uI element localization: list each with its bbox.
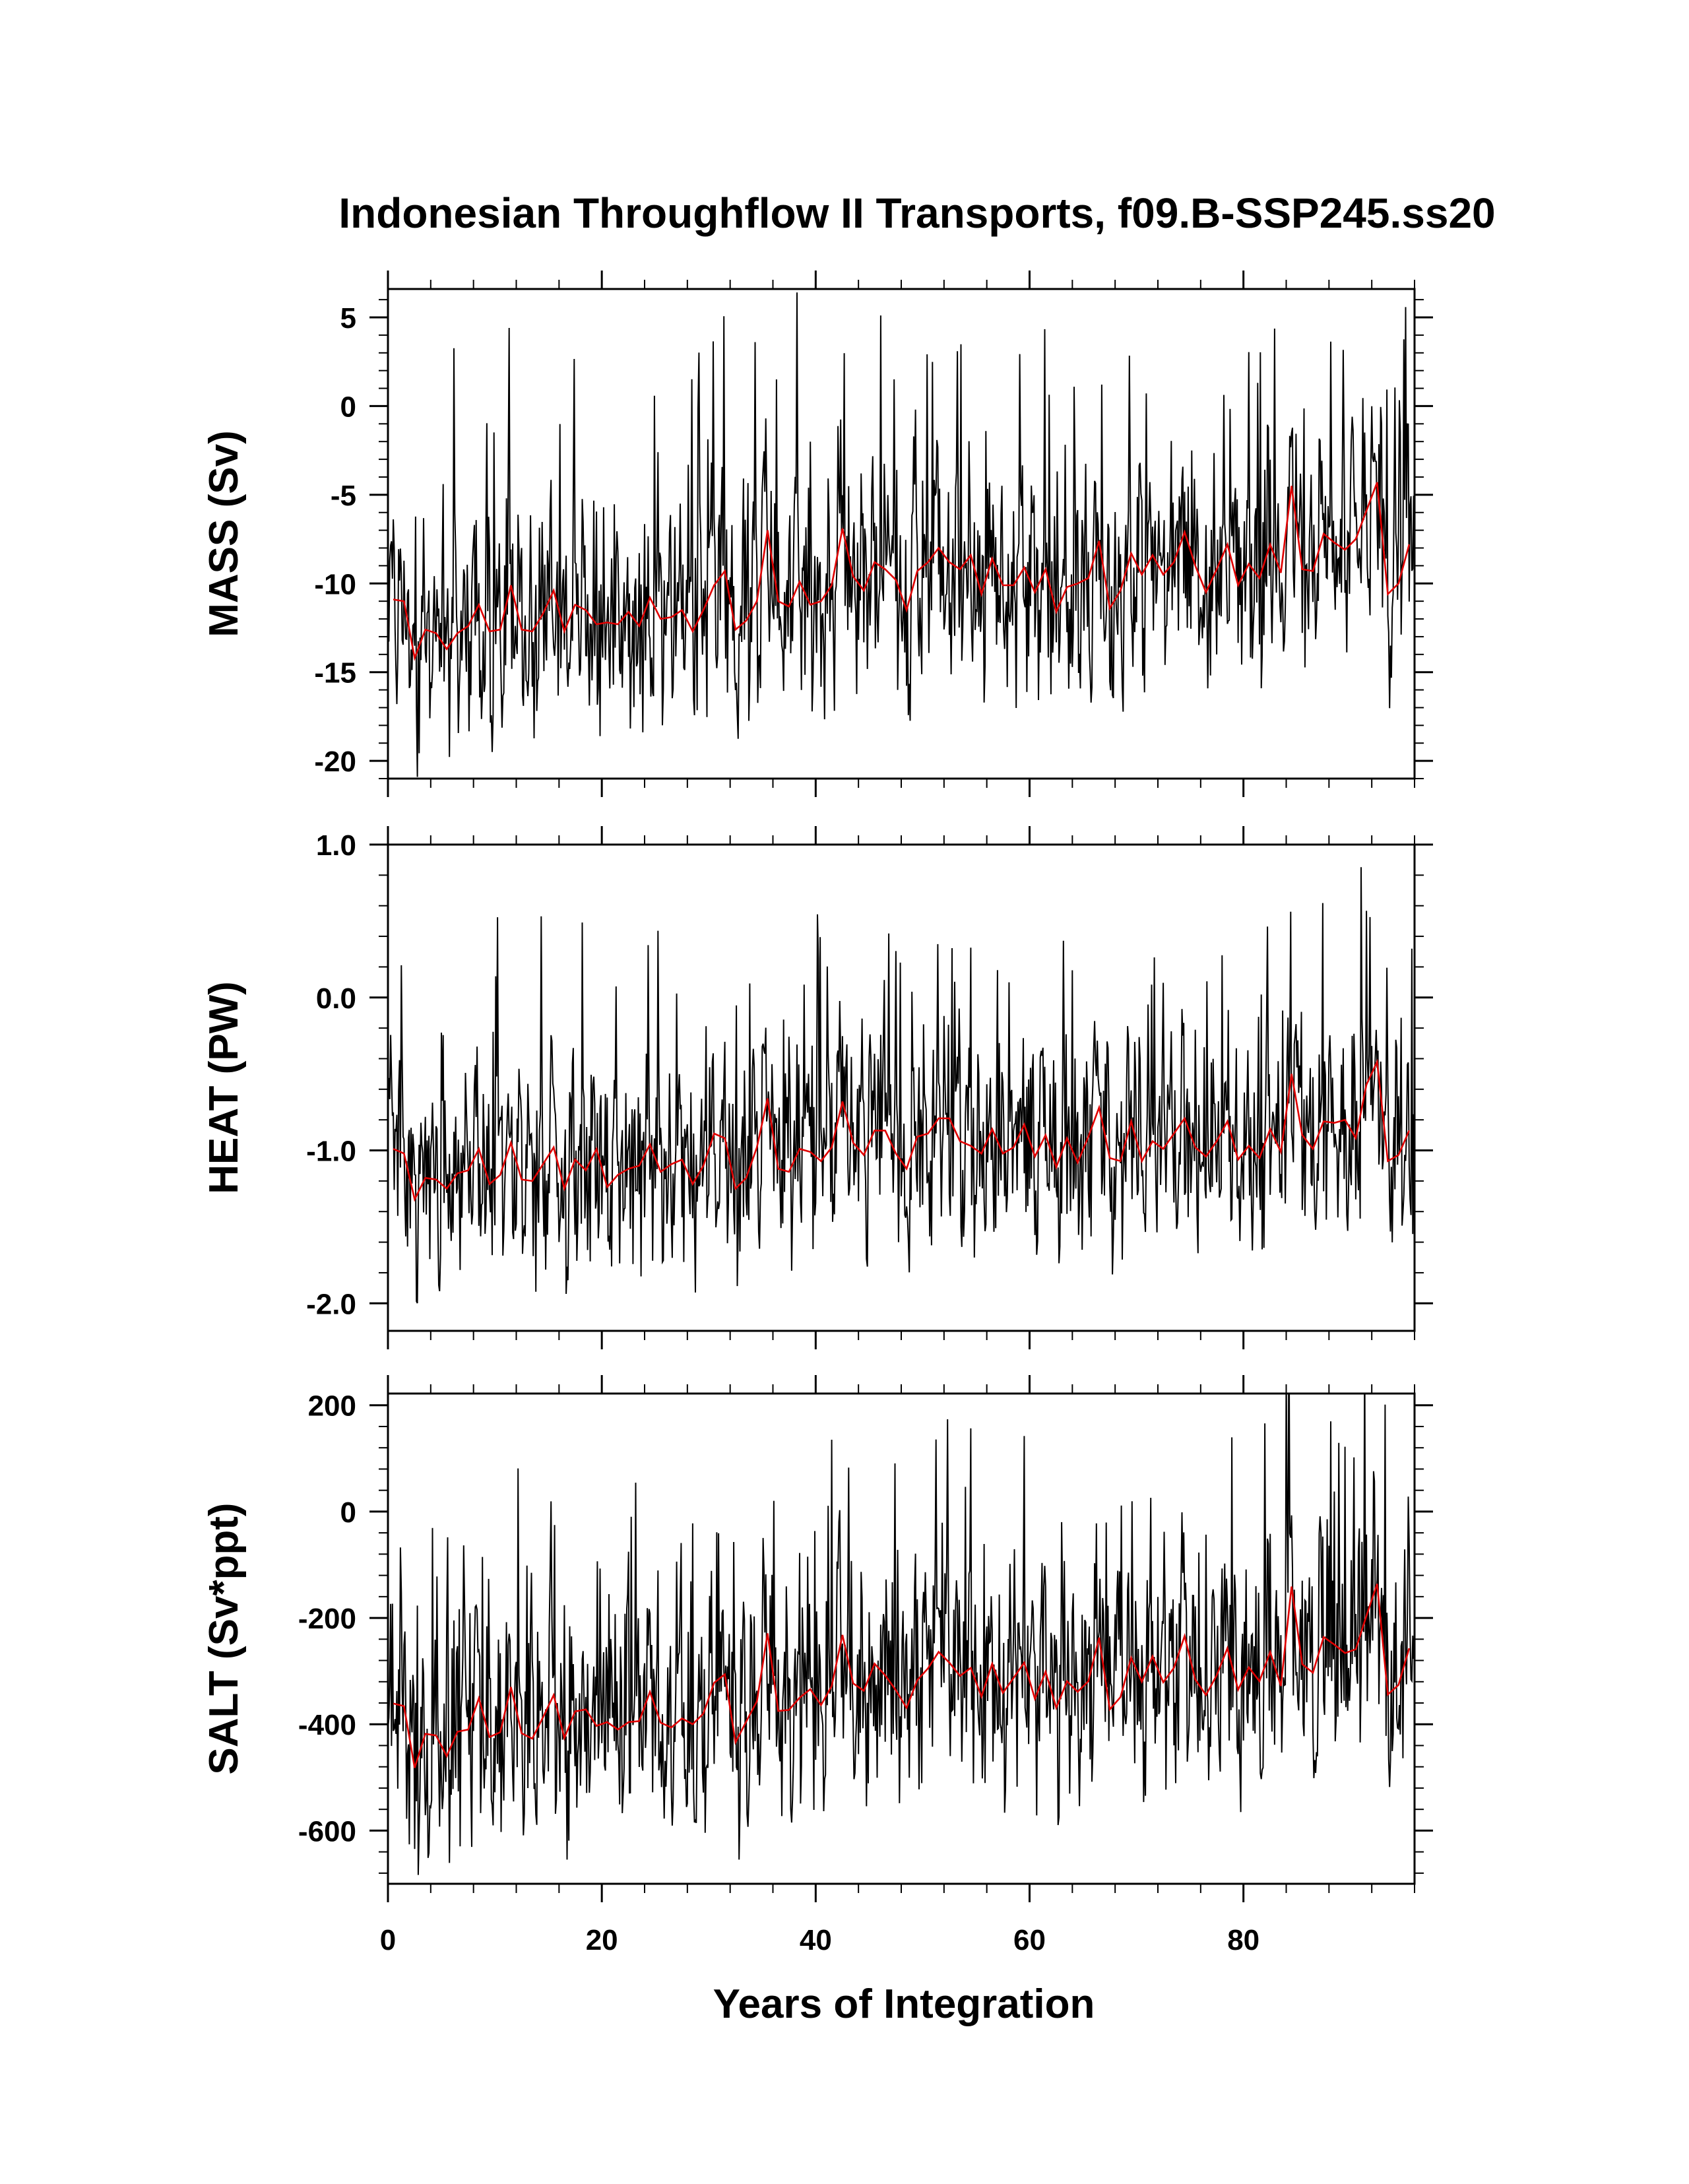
x-tick-label: 0 — [380, 1924, 396, 1956]
x-tick-label: 80 — [1227, 1924, 1259, 1956]
y-tick-label: -5 — [331, 480, 356, 512]
chart-title: Indonesian Throughflow II Transports, f0… — [338, 189, 1495, 237]
panel-mass: 5 0 -5 -10 -15 -20 MASS (Sv) — [201, 271, 1433, 797]
y-tick-label: -20 — [314, 746, 356, 778]
x-tick-label: 40 — [800, 1924, 832, 1956]
panel-mass-ylabel: MASS (Sv) — [201, 430, 247, 637]
y-tick-label: -1.0 — [306, 1136, 356, 1168]
y-tick-label: -2.0 — [306, 1288, 356, 1320]
y-tick-label: 1.0 — [316, 829, 356, 862]
monthly-series-salt — [388, 1394, 1415, 1875]
y-tick-label: -10 — [314, 568, 356, 600]
y-tick-label: 0 — [340, 391, 356, 423]
panel-mass-frame — [387, 288, 1416, 780]
panel-salt-frame — [387, 1392, 1416, 1885]
y-tick-label: 5 — [340, 302, 356, 335]
y-tick-label: -15 — [314, 657, 356, 690]
panel-heat-series — [388, 867, 1415, 1304]
y-tick-label: 200 — [308, 1390, 356, 1423]
annual-mean-series-heat — [393, 1058, 1411, 1202]
panel-salt-series — [388, 1394, 1415, 1875]
annual-mean-series-mass — [393, 482, 1411, 661]
y-tick-label: -400 — [298, 1709, 356, 1741]
panel-salt: 200 0 -200 -400 -600 SALT (Sv*ppt) — [201, 1375, 1433, 1902]
panel-heat-ticks: 1.0 0.0 -1.0 -2.0 — [306, 826, 1433, 1349]
panel-heat-ylabel: HEAT (PW) — [201, 981, 247, 1194]
panel-mass-series — [388, 292, 1415, 777]
panel-salt-ylabel: SALT (Sv*ppt) — [201, 1502, 247, 1774]
y-tick-label: -600 — [298, 1815, 356, 1847]
y-tick-label: -200 — [298, 1603, 356, 1635]
panel-mass-ticks: 5 0 -5 -10 -15 -20 — [314, 271, 1433, 797]
x-axis-label: Years of Integration — [713, 1981, 1095, 2027]
monthly-series-heat — [388, 867, 1415, 1304]
annual-mean-series-salt — [393, 1584, 1411, 1768]
panel-heat: 1.0 0.0 -1.0 -2.0 HEAT (PW) — [201, 826, 1433, 1349]
panel-salt-ticks: 200 0 -200 -400 -600 — [298, 1375, 1433, 1902]
monthly-series-mass — [388, 292, 1415, 777]
x-tick-labels: 0 20 40 60 80 — [380, 1924, 1259, 1956]
panel-heat-frame — [387, 843, 1416, 1332]
y-tick-label: 0.0 — [316, 982, 356, 1015]
x-tick-label: 60 — [1013, 1924, 1046, 1956]
x-tick-label: 20 — [586, 1924, 618, 1956]
y-tick-label: 0 — [340, 1496, 356, 1529]
